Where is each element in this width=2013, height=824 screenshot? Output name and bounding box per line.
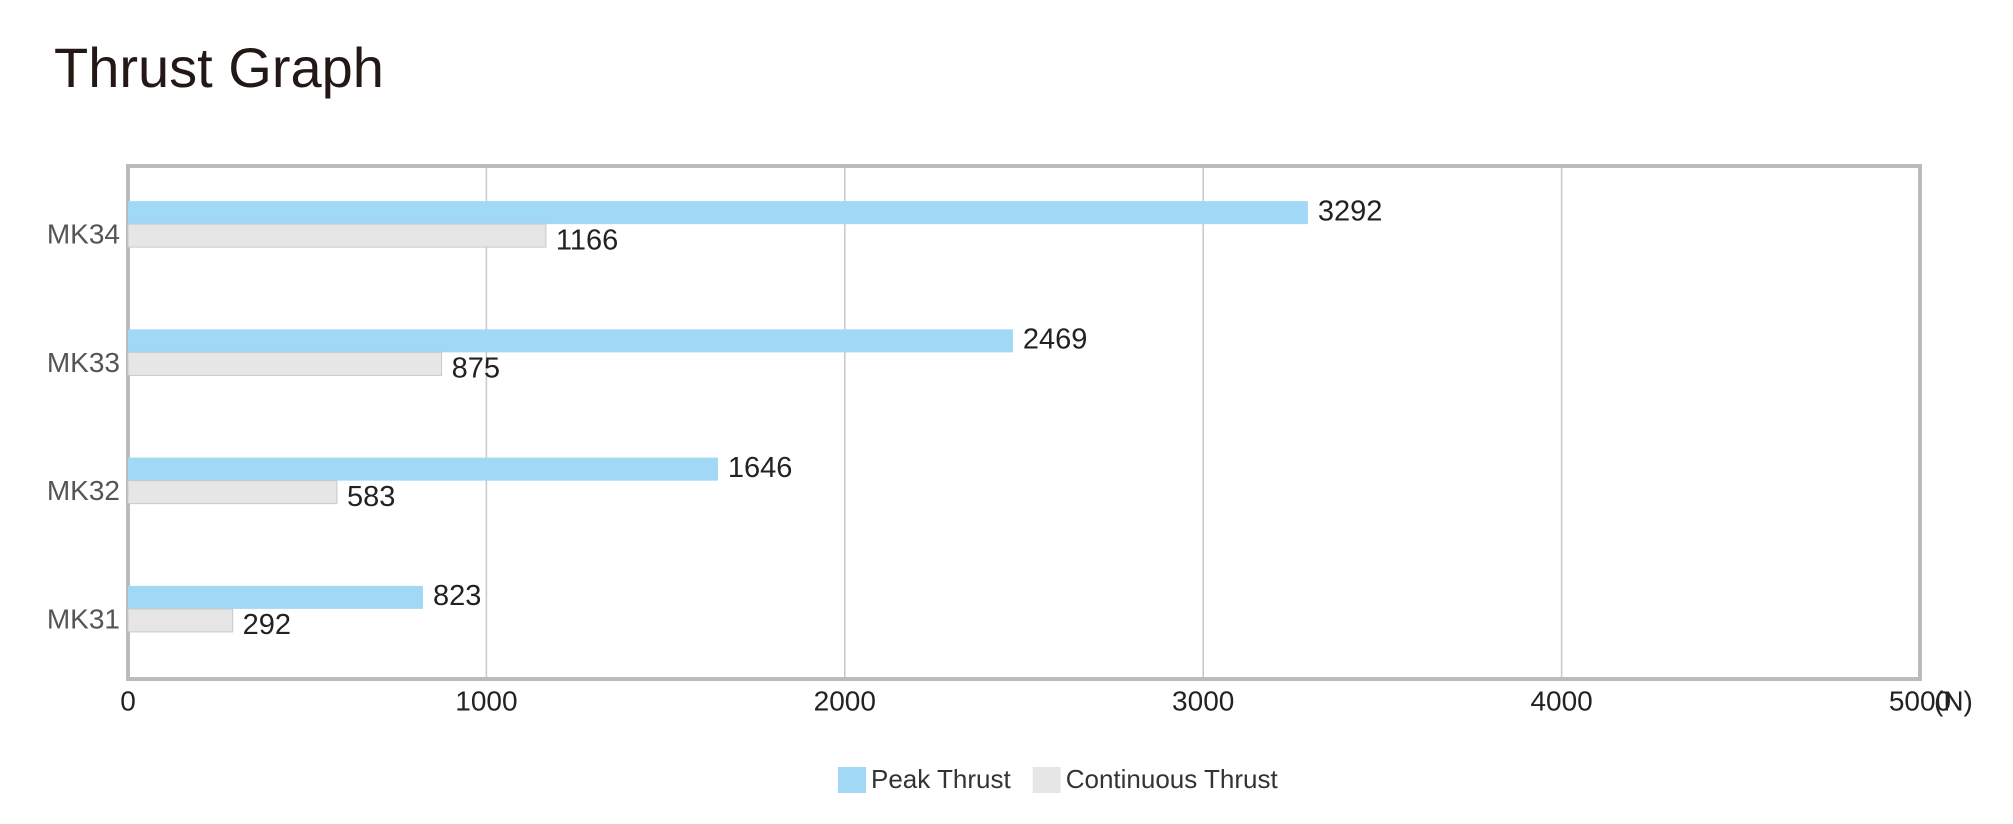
bar <box>127 351 443 376</box>
y-tick-label: MK31 <box>47 603 120 634</box>
legend-label: Continuous Thrust <box>1066 764 1279 794</box>
plot-border <box>126 164 1922 681</box>
legend-swatch <box>838 767 866 793</box>
x-tick-label: 0 <box>120 685 136 716</box>
bar <box>127 480 338 505</box>
bar <box>128 201 1308 225</box>
bar <box>127 223 547 248</box>
legend-label: Peak Thrust <box>871 764 1011 794</box>
x-unit: (N) <box>1934 685 1973 716</box>
x-tick-label: 3000 <box>1172 685 1234 716</box>
y-tick-label: MK32 <box>47 475 120 506</box>
bar <box>127 608 234 633</box>
bar <box>128 329 1013 353</box>
y-tick-label: MK33 <box>47 347 120 378</box>
bar <box>128 457 718 481</box>
x-tick-label: 1000 <box>455 685 517 716</box>
value-label: 2469 <box>1023 324 1088 356</box>
value-label: 823 <box>433 580 481 612</box>
value-label: 292 <box>243 609 291 641</box>
x-tick-label: 5000 <box>1889 685 1951 716</box>
value-label: 875 <box>452 353 500 385</box>
legend-swatch <box>1032 767 1061 793</box>
x-tick-label: 2000 <box>814 685 876 716</box>
bar <box>128 585 423 609</box>
value-label: 583 <box>347 481 395 513</box>
value-label: 1166 <box>556 224 618 256</box>
value-label: 3292 <box>1318 195 1383 227</box>
y-tick-label: MK34 <box>47 219 120 250</box>
x-tick-label: 4000 <box>1530 685 1592 716</box>
value-label: 1646 <box>728 452 793 484</box>
chart-title: Thrust Graph <box>54 36 384 99</box>
